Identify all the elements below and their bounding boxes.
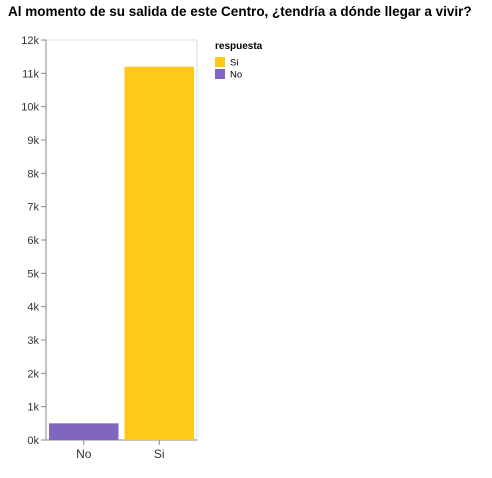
y-tick-label: 0k	[27, 435, 39, 447]
bar-si	[124, 66, 194, 441]
y-tick-label: 5k	[27, 268, 39, 280]
x-tick-label: No	[76, 447, 92, 461]
y-tick-label: 2k	[27, 368, 39, 380]
y-tick-label: 8k	[27, 168, 39, 180]
bars	[49, 66, 194, 441]
legend-swatch	[215, 69, 225, 79]
bar-no	[49, 423, 119, 440]
y-tick-label: 4k	[27, 302, 39, 314]
legend-swatch	[215, 57, 225, 67]
legend-title: respuesta	[215, 41, 263, 52]
y-axis: 0k 1k 2k 3k 4k 5k 6k 7k 8k 9k 10k 11k 12k	[21, 35, 47, 447]
legend-label: Si	[230, 58, 238, 69]
x-tick-label: Si	[154, 447, 165, 461]
y-tick-label: 3k	[27, 335, 39, 347]
y-tick-label: 7k	[27, 202, 39, 214]
x-axis: No Si	[46, 439, 197, 461]
y-tick-label: 12k	[21, 35, 39, 47]
legend-label: No	[230, 70, 242, 81]
y-tick-label: 9k	[27, 135, 39, 147]
y-tick-label: 6k	[27, 235, 39, 247]
y-tick-label: 10k	[21, 102, 39, 114]
y-tick-label: 11k	[22, 68, 39, 80]
y-tick-label: 1k	[27, 402, 39, 414]
chart-title: Al momento de su salida de este Centro, …	[8, 4, 472, 19]
